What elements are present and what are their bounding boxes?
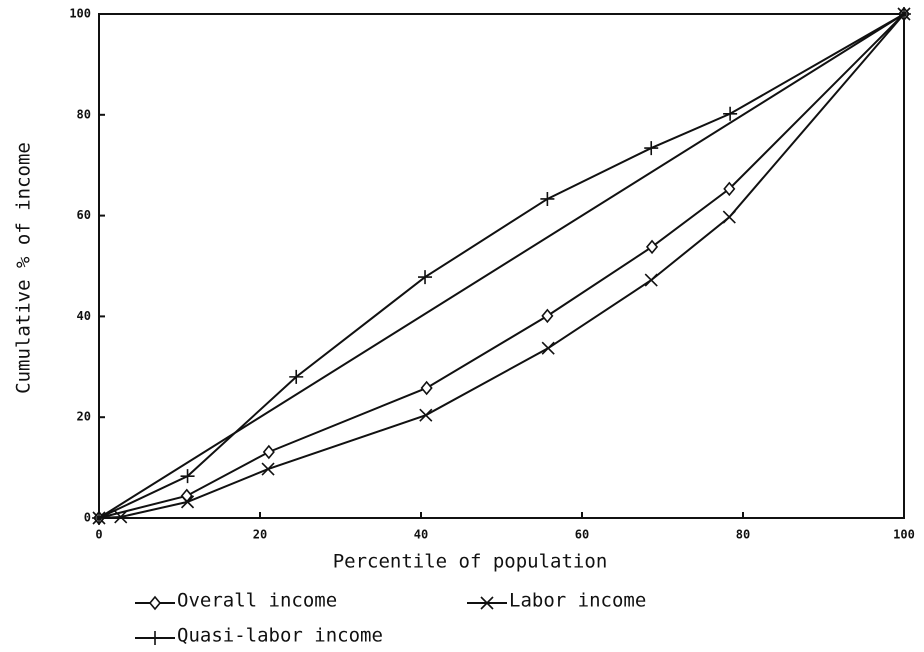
y-tick-label: 60 [77,208,91,222]
marker [419,408,433,422]
plus [897,7,911,21]
equality-line [98,13,905,519]
plus [92,511,106,525]
marker [897,7,911,21]
plus [540,191,555,206]
y-tick-label: 80 [77,107,91,121]
series-line [98,13,905,519]
cross [644,273,658,287]
marker [114,510,128,524]
plus [289,369,304,384]
marker [148,631,162,645]
marker [723,181,736,197]
cross [114,510,128,524]
marker [644,141,659,156]
plus [148,631,162,645]
diamond [148,595,162,611]
plus [418,270,433,285]
y-axis-label: Cumulative % of income [13,142,35,394]
diamond [420,380,433,396]
marker [723,106,738,121]
cross [261,462,275,476]
y-tick-label: 100 [69,7,91,21]
plot-frame [98,13,905,519]
diamond [541,308,554,324]
diamond [723,181,736,197]
marker [148,595,162,611]
cross [180,495,195,509]
marker [541,341,555,355]
y-tick-label: 40 [77,309,91,323]
marker [418,270,433,285]
y-tick-label: 0 [84,511,91,525]
diamond [645,239,659,255]
plus [180,469,195,484]
legend-label: Labor income [509,590,646,612]
x-tick-label: 40 [414,528,428,542]
series-line [98,13,905,519]
marker [541,308,554,324]
marker [480,596,494,610]
marker [289,369,304,384]
legend-label: Overall income [177,590,337,612]
x-tick-label: 0 [95,528,102,542]
marker [722,210,736,224]
x-tick-label: 20 [253,528,267,542]
cross [419,408,433,422]
marker [262,444,275,460]
legend-label: Quasi-labor income [177,625,383,647]
cross [541,341,555,355]
x-tick-label: 80 [736,528,750,542]
marker [261,462,275,476]
plus [644,141,659,156]
marker [92,511,106,525]
marker [644,273,658,287]
x-tick-label: 100 [893,528,915,542]
diamond [262,444,275,460]
x-tick-label: 60 [575,528,589,542]
plus [723,106,738,121]
cross [480,596,494,610]
marker [180,469,195,484]
cross [722,210,736,224]
marker [540,191,555,206]
marker [420,380,433,396]
marker [180,495,195,509]
marker [645,239,659,255]
x-axis-label: Percentile of population [333,551,608,573]
y-tick-label: 20 [77,410,91,424]
